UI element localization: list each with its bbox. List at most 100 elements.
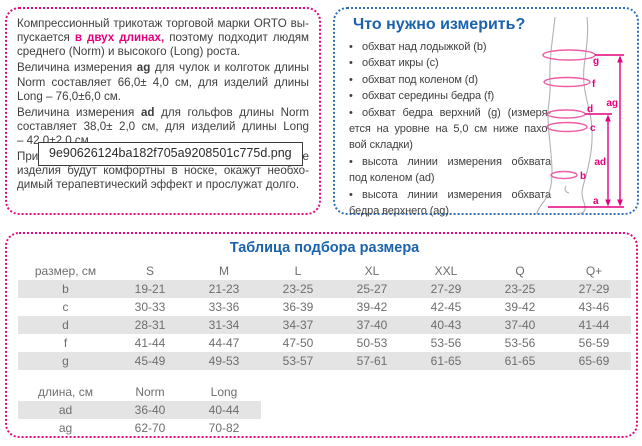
length-table: длина, см Norm Long ad 36-40 40-44 ag 62-70 70-…	[18, 383, 261, 437]
info-line: среднего (Norm) и высокого (Long) роста.	[17, 45, 309, 59]
bullet-icon: •	[349, 90, 353, 103]
size-cell: 41-44	[557, 316, 631, 334]
measure-item-line: • обхват икры (c)	[349, 55, 551, 71]
leg-back-contour	[578, 17, 593, 214]
size-cell: 53-56	[504, 336, 536, 350]
size-cell: 53-56	[430, 336, 462, 350]
info-text: для чулок и колготок длины	[150, 61, 310, 75]
measure-item-text: обхват бедра верхний (g) (измеря-	[362, 106, 551, 119]
info-line: Величина измерения ad для гольфов длины …	[17, 106, 309, 120]
size-cell: 23-25	[261, 280, 335, 298]
measure-ellipse-c	[546, 121, 588, 133]
info-text: Величина измерения	[17, 105, 141, 119]
label-a: a	[593, 196, 599, 207]
measure-item-text: обхват икры (c)	[362, 57, 439, 70]
info-text: димый терапевтический эффект и прослужат…	[17, 178, 300, 192]
info-text: Компрессионный трикотаж торговой марки O…	[17, 17, 309, 30]
size-cell: 21-23	[187, 280, 261, 298]
size-cell: 30-33	[134, 300, 166, 314]
size-cell: 70-82	[208, 421, 240, 435]
measure-ellipse-b	[550, 170, 578, 180]
measure-ellipse-f	[543, 76, 591, 88]
measure-box: Что нужно измерить? • обхват над лодыжкой…	[333, 7, 639, 217]
column-header: размер, см	[34, 264, 97, 278]
table-row: b 19-21 21-23 23-25 25-27 27-29 23-25 27-29	[18, 280, 631, 298]
ankle-mark	[564, 185, 570, 194]
size-cell: 19-21	[113, 280, 187, 298]
size-cell: 41-44	[134, 336, 166, 350]
measure-item-line: • высота линии измерения обхвата	[349, 187, 551, 203]
table-row: ad 36-40 40-44	[18, 401, 261, 419]
size-cell: 49-53	[187, 352, 261, 370]
tooltip-filename: 9e90626124ba182f705a9208501c775d.png	[49, 146, 292, 160]
info-text: среднего (Norm) и высокого (Long) роста.	[17, 45, 241, 59]
info-text: пускается	[17, 31, 75, 45]
table-row: ag 62-70 70-82	[18, 419, 261, 437]
label-b: b	[580, 171, 586, 182]
leg-front-contour	[536, 17, 580, 214]
measure-item-line: • обхват середины бедра (f)	[349, 88, 551, 104]
info-text: в двух длинах,	[74, 31, 165, 45]
measure-item-line: под коленом (ad)	[349, 170, 551, 186]
size-table-box: Таблица подбора размера размер, см S M L XL X…	[5, 232, 638, 438]
measure-item-line: • обхват под коленом (d)	[349, 72, 551, 88]
size-cell: 61-65	[409, 352, 483, 370]
info-text: ad	[140, 105, 155, 119]
measure-item-text: обхват над лодыжкой (b)	[362, 41, 487, 53]
ad-arrow-up	[605, 114, 611, 122]
size-cell: 39-42	[356, 300, 388, 314]
info-line: Величина измерения ag для чулок и колгот…	[17, 61, 309, 75]
size-cell: 40-43	[409, 316, 483, 334]
leg-measurement-diagram: g f d c b a ad ag	[536, 17, 624, 214]
size-cell: 61-65	[483, 352, 557, 370]
size-cell: 47-50	[282, 336, 314, 350]
ag-arrow-up	[617, 55, 623, 63]
table-header-row: длина, см Norm Long	[18, 383, 261, 401]
size-cell: 36-40	[113, 401, 187, 419]
bullet-icon: •	[349, 188, 353, 201]
info-line: составляет 38,0± 2,0 см, для изделий дли…	[17, 120, 309, 134]
label-g: g	[593, 56, 599, 67]
row-label: c	[62, 300, 69, 314]
label-ad: ad	[594, 157, 606, 168]
info-line: пускается в двух длинах, поэтому подходи…	[17, 31, 309, 45]
info-line: Norm составляет 66,0± 4,0 см, для издели…	[17, 76, 309, 90]
measure-item-text: высота линии измерения обхвата	[362, 155, 551, 168]
ag-arrow-down	[617, 199, 623, 207]
info-text: Long – 76,0±6,0 см.	[17, 89, 121, 103]
measure-item-line: • обхват бедра верхний (g) (измеря-	[349, 105, 551, 121]
table-row: c 30-33 33-36 36-39 39-42 42-45 39-42 43-46	[18, 298, 631, 316]
info-line: изделия будут комфортны в носке, окажут …	[17, 164, 309, 178]
info-text: изделия будут комфортны в носке, окажут …	[17, 164, 309, 178]
label-f: f	[592, 79, 596, 90]
info-text: поэтому подходит людям	[164, 31, 309, 45]
measure-box-title: Что нужно измерить?	[353, 16, 526, 33]
label-ag: ag	[606, 98, 618, 109]
column-header: XL	[364, 264, 380, 278]
size-cell: 56-59	[578, 336, 610, 350]
info-box: Компрессионный трикотаж торговой марки O…	[5, 7, 321, 215]
measure-item-text: высота линии измерения обхвата	[362, 188, 551, 201]
size-cell: 62-70	[134, 421, 166, 435]
row-label: d	[18, 316, 113, 334]
table-header-row: размер, см S M L XL XXL Q Q+	[18, 262, 631, 280]
size-cell: 37-40	[335, 316, 409, 334]
size-cell: 43-46	[578, 300, 610, 314]
size-cell: 39-42	[504, 300, 536, 314]
measure-item-text: обхват под коленом (d)	[362, 73, 478, 86]
row-label: ad	[18, 401, 113, 419]
size-cell: 28-31	[113, 316, 187, 334]
bullet-icon: •	[349, 106, 353, 119]
size-cell: 44-47	[208, 336, 240, 350]
info-text: Norm составляет 66,0± 4,0 см, для издели…	[17, 75, 309, 89]
size-cell: 50-53	[356, 336, 388, 350]
measure-item-line: • обхват над лодыжкой (b)	[349, 39, 551, 55]
table-row: g 45-49 49-53 53-57 57-61 61-65 61-65 65-69	[18, 352, 631, 370]
column-header: Q	[515, 264, 525, 278]
info-paragraph: Компрессионный трикотаж торговой марки O…	[17, 17, 309, 60]
measure-item-text: ется на уровне на 5,0 см ниже пахо-	[349, 123, 551, 136]
measure-item-line: бедра верхнего (ag)	[349, 203, 551, 219]
leg-outline	[536, 17, 593, 214]
size-cell: 42-45	[430, 300, 462, 314]
info-line: Компрессионный трикотаж торговой марки O…	[17, 17, 309, 31]
